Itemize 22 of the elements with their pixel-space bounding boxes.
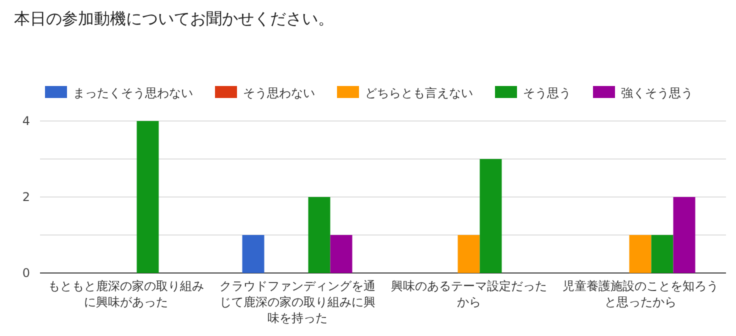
bar	[330, 235, 352, 273]
x-tick-label: クラウドファンディングを通じて鹿深の家の取り組みに興味を持った	[219, 279, 376, 325]
y-tick-label: 4	[22, 114, 30, 128]
bar	[136, 121, 159, 273]
y-tick-label: 2	[22, 190, 30, 204]
bar	[242, 235, 264, 273]
bar	[308, 197, 330, 273]
y-tick-label: 0	[22, 266, 30, 280]
bar	[673, 197, 696, 273]
legend-label: そう思う	[523, 86, 571, 100]
bar	[651, 235, 674, 273]
bar	[480, 159, 502, 273]
legend-label: まったくそう思わない	[73, 86, 193, 100]
legend-label: どちらとも言えない	[365, 86, 473, 100]
chart-title: 本日の参加動機についてお聞かせください。	[14, 9, 334, 28]
bar	[629, 235, 652, 273]
legend-label: そう思わない	[243, 86, 315, 100]
x-tick-label: もともと鹿深の家の取り組みに興味があった	[48, 279, 204, 309]
x-tick-label: 興味のあるテーマ設定だったから	[390, 279, 547, 309]
legend-label: 強くそう思う	[621, 86, 693, 100]
bar	[458, 235, 480, 273]
x-tick-label: 児童養護施設のことを知ろうと思ったから	[562, 279, 718, 309]
